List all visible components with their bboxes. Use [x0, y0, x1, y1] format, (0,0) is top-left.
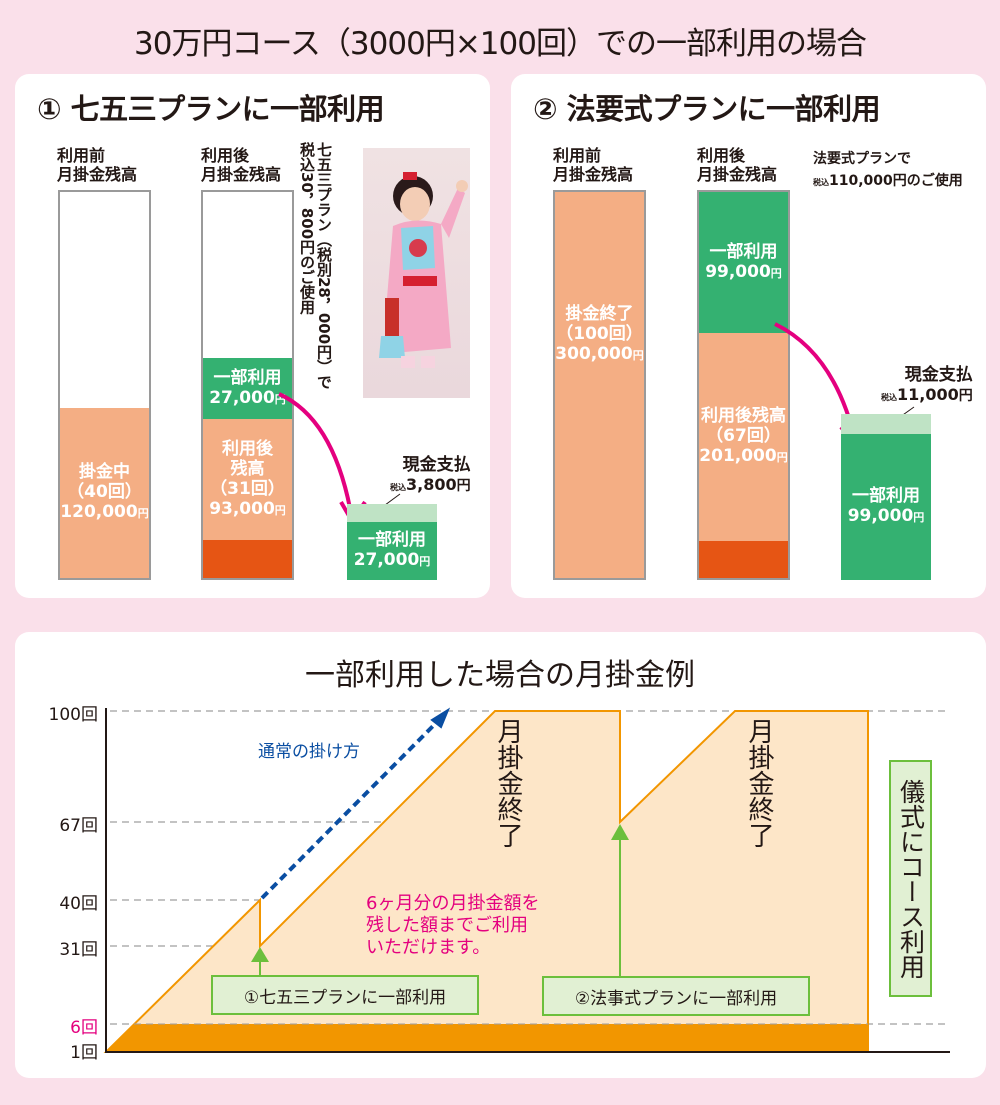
before-bar-balance: 掛金中 （40回） 120,000円	[60, 408, 149, 578]
normal-payment-label: 通常の掛け方	[258, 742, 360, 762]
after-label: 利用後 月掛金残高	[697, 146, 778, 184]
after-bar: 一部利用 27,000円 利用後 残高 （31回） 93,000円	[201, 190, 294, 580]
y-tick-6: 6回	[70, 1018, 98, 1038]
after-bar-remaining: 利用後 残高 （31回） 93,000円	[203, 419, 292, 540]
after-bar-used: 一部利用 99,000円	[699, 192, 788, 333]
y-tick-67: 67回	[59, 816, 98, 836]
y-tick-1: 1回	[70, 1043, 98, 1063]
after-bar-remaining: 利用後残高 （67回） 201,000円	[699, 333, 788, 541]
callout-shichigosan: ①七五三プランに一部利用	[211, 975, 479, 1015]
after-bar-reserve	[699, 541, 788, 578]
cash-payment-block	[841, 414, 931, 434]
after-bar: 一部利用 99,000円 利用後残高 （67回） 201,000円	[697, 190, 790, 580]
y-tick-100: 100回	[48, 705, 98, 725]
reserve-note: 6ヶ月分の月掛金額を 残した額までご利用 いただけます。	[366, 893, 540, 958]
before-label: 利用前 月掛金残高	[553, 146, 634, 184]
usage-block: 一部利用 27,000円	[347, 522, 437, 580]
panel-title: ② 法要式プランに一部利用	[533, 92, 881, 126]
after-bar-used: 一部利用 27,000円	[203, 358, 292, 419]
before-bar: 掛金終了 （100回） 300,000円	[553, 190, 646, 580]
cash-payment-block	[347, 504, 437, 522]
child-kimono-photo	[363, 148, 470, 398]
callout-ceremony: 儀式にコース利用	[889, 760, 932, 997]
y-tick-40: 40回	[59, 894, 98, 914]
callout-houji: ②法事式プランに一部利用	[542, 976, 810, 1016]
after-bar-reserve	[203, 540, 292, 578]
usage-block: 一部利用 99,000円	[841, 434, 931, 580]
cash-payment-note: 現金支払 税込3,800円	[390, 455, 471, 494]
photo-illustration-icon	[379, 172, 468, 368]
before-bar-balance: 掛金終了 （100回） 300,000円	[555, 192, 644, 578]
cash-payment-note: 現金支払 税込11,000円	[881, 365, 973, 404]
y-tick-31: 31回	[59, 940, 98, 960]
panel-houyou: ② 法要式プランに一部利用 利用前 月掛金残高 利用後 月掛金残高 法要式プランで …	[511, 74, 986, 598]
before-bar: 掛金中 （40回） 120,000円	[58, 190, 151, 580]
after-label: 利用後 月掛金残高	[201, 146, 282, 184]
plan-note: 法要式プランで 税込110,000円のご使用	[813, 151, 963, 189]
plan-note: 七五三プラン（税別28，000円）で 税込30，800円のご使用	[298, 142, 333, 390]
panel-title: ① 七五三プランに一部利用	[37, 92, 385, 126]
chart-title: 一部利用した場合の月掛金例	[305, 658, 695, 693]
payment-end-label-2: 月掛金終了	[744, 718, 774, 848]
before-label: 利用前 月掛金残高	[57, 146, 138, 184]
payment-end-label-1: 月掛金終了	[493, 718, 523, 848]
page-title: 30万円コース（3000円×100回）での一部利用の場合	[134, 26, 867, 62]
panel-shichigosan: ① 七五三プランに一部利用 利用前 月掛金残高 利用後 月掛金残高 掛金中 （40回…	[15, 74, 490, 598]
